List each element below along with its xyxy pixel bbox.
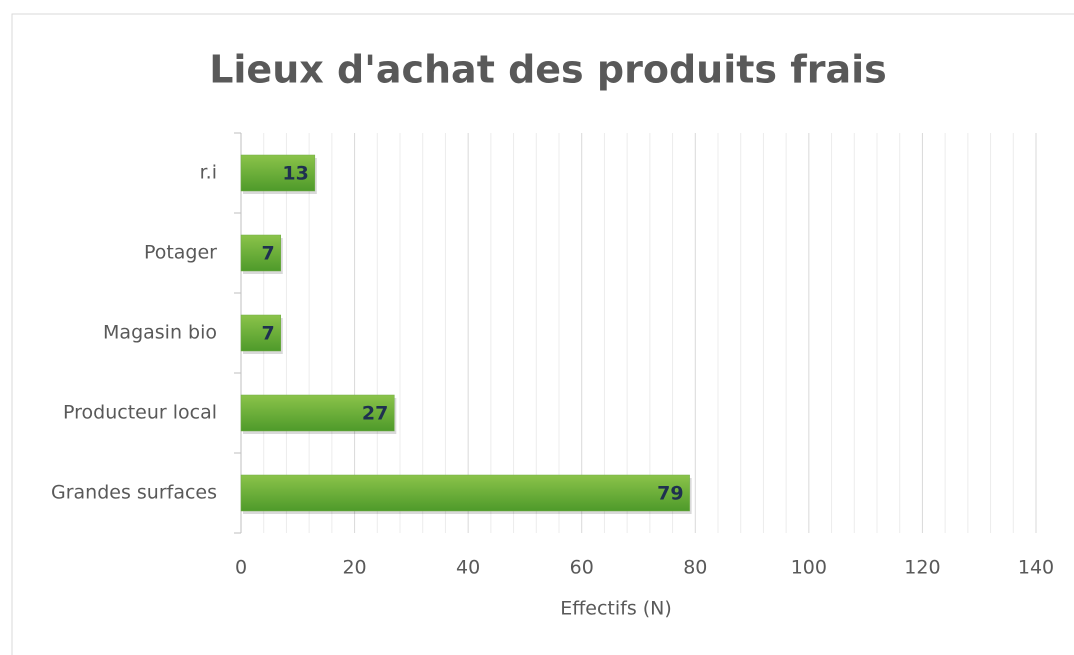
- x-tick-label: 60: [570, 557, 594, 579]
- bar: [240, 314, 281, 352]
- y-tick-label: Potager: [144, 242, 217, 264]
- x-tick-label: 100: [791, 557, 827, 579]
- y-tick-label: r.i: [200, 162, 217, 184]
- y-tick-label: Magasin bio: [103, 322, 217, 344]
- data-label: 7: [262, 243, 275, 265]
- marks: 79 27 7 7 13: [240, 154, 692, 514]
- x-tick-label: 80: [683, 557, 707, 579]
- x-tick-label: 40: [456, 557, 480, 579]
- data-label: 79: [657, 483, 683, 505]
- x-tick-label: 20: [342, 557, 366, 579]
- bar: [240, 394, 395, 432]
- grid: [234, 132, 1037, 534]
- data-label: 7: [262, 323, 275, 345]
- bar: [240, 474, 690, 512]
- x-tick-label: 120: [904, 557, 940, 579]
- x-axis-title: Effectifs (N): [560, 598, 672, 620]
- bar: [240, 234, 281, 272]
- x-tick-label: 140: [1018, 557, 1054, 579]
- x-tick-label: 0: [235, 557, 247, 579]
- chart-frame: [11, 13, 1074, 655]
- chart-title: Lieux d'achat des produits frais: [209, 48, 887, 92]
- bar: [240, 154, 316, 192]
- y-tick-label: Producteur local: [63, 402, 217, 424]
- y-tick-label: Grandes surfaces: [51, 482, 217, 504]
- data-label: 13: [282, 163, 308, 185]
- data-label: 27: [362, 403, 388, 425]
